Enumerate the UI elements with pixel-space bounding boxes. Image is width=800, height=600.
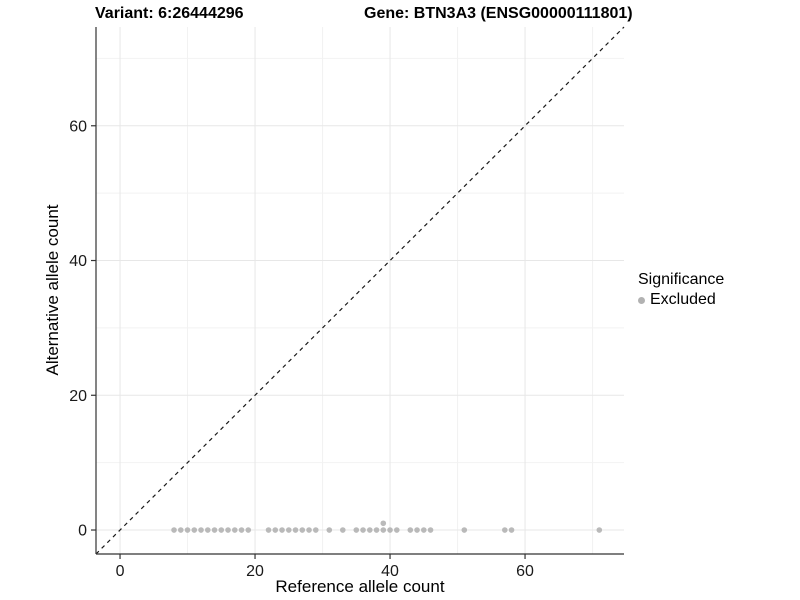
x-tick-label: 0 [116, 563, 125, 580]
data-point [184, 527, 191, 533]
identity-dashed-line [95, 26, 625, 555]
data-point [373, 527, 380, 533]
legend: Significance Excluded [638, 271, 724, 309]
data-point [360, 527, 366, 533]
legend-title: Significance [638, 271, 725, 288]
data-point [265, 527, 272, 533]
x-tick-label: 20 [246, 563, 264, 580]
data-point [279, 527, 285, 533]
data-point [501, 527, 508, 533]
y-tick-label: 20 [69, 388, 87, 405]
data-point [366, 527, 373, 533]
legend-item-excluded: Excluded [638, 291, 724, 309]
data-point [272, 527, 279, 533]
data-point [380, 527, 387, 533]
y-tick-label: 40 [69, 253, 87, 270]
data-point [387, 527, 393, 533]
plot-title-variant: Variant: 6:26444296 [95, 5, 244, 22]
data-point [299, 527, 306, 533]
data-point [380, 520, 387, 527]
data-point [596, 527, 603, 533]
data-point [414, 527, 420, 533]
data-point [420, 527, 427, 533]
legend-item-label: Excluded [650, 291, 716, 308]
data-point [353, 527, 360, 533]
y-tick-label: 0 [78, 523, 87, 540]
data-point [191, 527, 198, 533]
data-point [326, 527, 333, 533]
plot-title-gene: Gene: BTN3A3 (ENSG00000111801) [364, 5, 633, 22]
data-point [231, 527, 238, 533]
data-point [218, 527, 225, 533]
y-axis-title: Alternative allele count [43, 204, 62, 376]
data-point [312, 527, 319, 533]
data-point [245, 527, 252, 533]
data-point [204, 527, 211, 533]
data-point [238, 527, 245, 533]
data-point [292, 527, 299, 533]
data-point [171, 527, 177, 533]
data-point [306, 527, 312, 533]
data-point [407, 527, 414, 533]
y-tick-label: 60 [69, 118, 87, 135]
data-point [285, 527, 292, 533]
data-point [177, 527, 184, 533]
data-point [198, 527, 204, 533]
data-point [461, 527, 468, 533]
x-axis-title: Reference allele count [275, 577, 445, 596]
data-point [339, 527, 346, 533]
x-tick-label: 40 [381, 563, 399, 580]
data-point [225, 527, 231, 533]
data-point [211, 527, 218, 533]
data-point [427, 527, 434, 533]
data-point [393, 527, 400, 533]
data-point [508, 527, 515, 533]
excluded-point-icon [638, 296, 645, 304]
x-tick-label: 60 [516, 563, 534, 580]
